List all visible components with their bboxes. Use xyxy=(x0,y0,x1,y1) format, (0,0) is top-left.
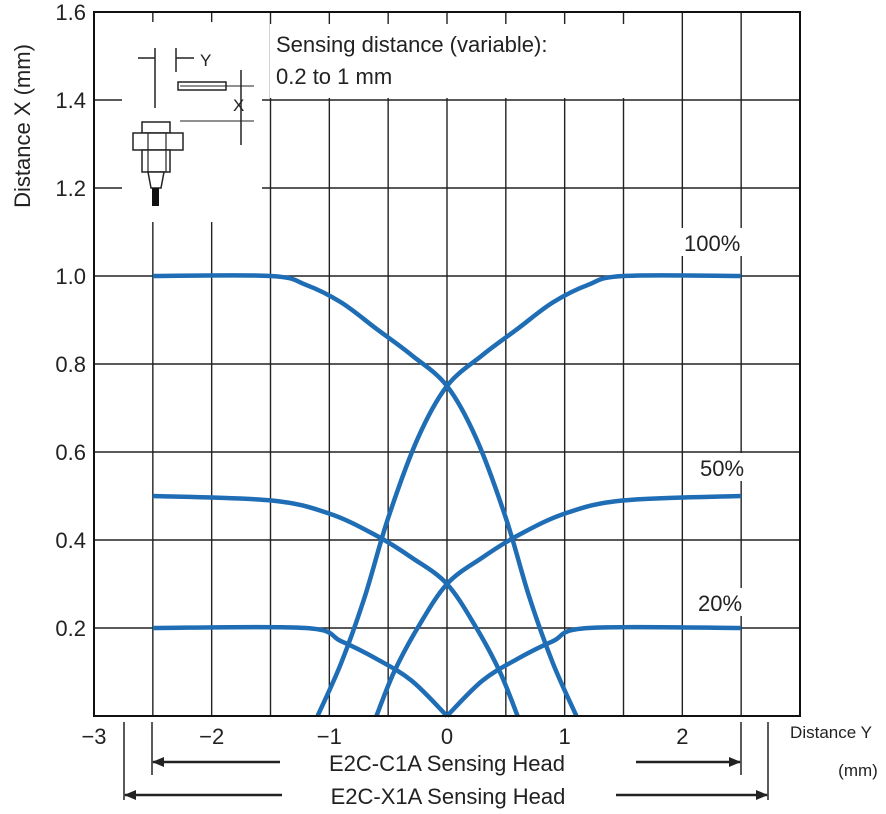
y-tick-label: 1.2 xyxy=(55,176,86,201)
tick-labels: −3 −2 −1 0 1 2 0.2 0.4 0.6 0.8 1.0 1.2 1.4 1.6 xyxy=(55,0,688,749)
y-tick-label: 1.0 xyxy=(55,264,86,289)
series-line-50pct-left xyxy=(152,493,520,717)
x-tick-label: 2 xyxy=(676,724,688,749)
x-axis-unit: (mm) xyxy=(838,761,878,780)
y-tick-label: 0.8 xyxy=(55,352,86,377)
x-tick-label: −2 xyxy=(199,724,224,749)
label-bg-100 xyxy=(680,228,755,256)
annotation-line-1: Sensing distance (variable): xyxy=(276,32,547,57)
label-bg-50 xyxy=(696,453,756,481)
series-group xyxy=(152,273,742,718)
annotation-box xyxy=(270,24,655,98)
y-tick-label: 0.6 xyxy=(55,440,86,465)
inset-label-y: Y xyxy=(200,51,211,70)
y-tick-label: 0.2 xyxy=(55,616,86,641)
range-label-c1a: E2C-C1A Sensing Head xyxy=(329,751,565,776)
x-tick-label: −3 xyxy=(81,724,106,749)
series-line-20pct-left xyxy=(152,624,449,718)
x-tick-label: −1 xyxy=(317,724,342,749)
series-line-100pct-right xyxy=(315,273,742,717)
x-tick-label: 0 xyxy=(441,724,453,749)
y-axis-label: Distance X (mm) xyxy=(10,44,35,208)
series-line-50pct-right xyxy=(374,493,742,717)
range-label-x1a: E2C-X1A Sensing Head xyxy=(331,784,566,809)
sensor-diagram: Y X xyxy=(122,22,262,222)
level-label-50: 50% xyxy=(700,456,744,481)
y-tick-label: 1.4 xyxy=(55,88,86,113)
label-bg-20 xyxy=(694,588,756,616)
x-tick-label: 1 xyxy=(559,724,571,749)
range-arrows: E2C-C1A Sensing Head E2C-X1A Sensing Hea… xyxy=(123,722,769,809)
y-tick-label: 0.4 xyxy=(55,528,86,553)
level-label-100: 100% xyxy=(684,231,740,256)
x-axis-label: Distance Y xyxy=(790,723,872,742)
plot-frame xyxy=(93,11,801,717)
inset-label-x: X xyxy=(233,96,244,115)
level-label-20: 20% xyxy=(698,591,742,616)
y-tick-label: 1.6 xyxy=(55,0,86,25)
annotation-line-2: 0.2 to 1 mm xyxy=(276,64,392,89)
series-line-20pct-right xyxy=(445,624,742,718)
series-line-100pct-left xyxy=(152,273,579,717)
